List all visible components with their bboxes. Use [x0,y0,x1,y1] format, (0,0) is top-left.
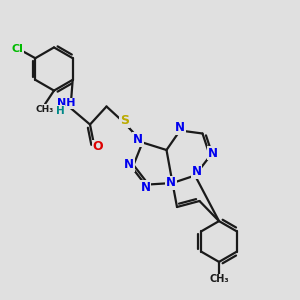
Text: N: N [133,133,143,146]
Text: N: N [166,176,176,190]
Text: H: H [56,106,64,116]
Text: N: N [140,181,151,194]
Text: N: N [175,121,185,134]
Text: CH₃: CH₃ [36,105,54,114]
Text: Cl: Cl [11,44,23,54]
Text: N: N [208,146,218,160]
Text: CH₃: CH₃ [209,274,229,284]
Text: O: O [92,140,103,154]
Text: S: S [120,114,129,127]
Text: N: N [191,165,202,178]
Text: NH: NH [57,98,75,109]
Text: N: N [124,158,134,172]
